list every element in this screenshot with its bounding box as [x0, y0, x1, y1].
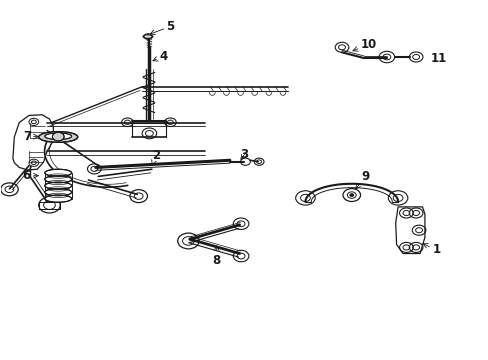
Polygon shape [13, 115, 53, 170]
Text: 8: 8 [212, 246, 221, 266]
Text: 6: 6 [22, 169, 38, 182]
Polygon shape [395, 207, 424, 253]
Text: 5: 5 [150, 20, 174, 35]
Text: 4: 4 [153, 50, 167, 63]
Ellipse shape [143, 35, 153, 39]
Ellipse shape [39, 132, 78, 142]
Ellipse shape [45, 133, 72, 139]
Text: 10: 10 [352, 38, 376, 51]
Text: 9: 9 [355, 170, 369, 189]
Circle shape [52, 132, 64, 141]
Ellipse shape [45, 176, 72, 183]
Polygon shape [39, 202, 60, 209]
Text: 3: 3 [240, 148, 248, 161]
Text: 11: 11 [430, 51, 446, 64]
Text: 7: 7 [23, 130, 38, 143]
Ellipse shape [45, 189, 72, 196]
Text: 1: 1 [422, 243, 440, 256]
Ellipse shape [45, 195, 72, 202]
Ellipse shape [45, 182, 72, 189]
Ellipse shape [45, 169, 72, 176]
Text: 2: 2 [151, 149, 160, 165]
Circle shape [349, 194, 353, 197]
